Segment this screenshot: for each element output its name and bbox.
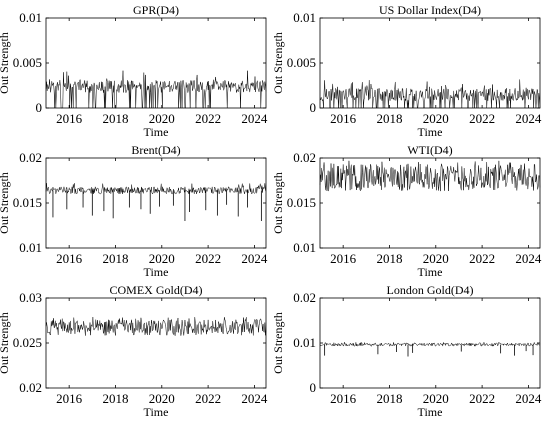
x-tick-label: 2016 — [56, 391, 83, 406]
y-tick-label: 0.03 — [19, 290, 42, 305]
plot-area — [45, 157, 267, 249]
chart-title: COMEX Gold(D4) — [110, 283, 203, 297]
x-tick-label: 2022 — [469, 111, 495, 126]
y-tick-label: 0.01 — [293, 240, 316, 255]
y-tick-label: 0.02 — [19, 380, 42, 395]
y-tick-label: 0.02 — [293, 290, 316, 305]
y-tick-label: 0.005 — [287, 55, 316, 70]
y-axis-label: Out Strength — [0, 172, 11, 234]
y-axis-label: Out Strength — [0, 32, 11, 94]
y-axis-label: Out Strength — [0, 312, 11, 374]
y-tick-label: 0.01 — [293, 335, 316, 350]
series-line — [45, 70, 267, 109]
x-tick-label: 2024 — [515, 251, 542, 266]
x-tick-label: 2016 — [330, 391, 357, 406]
y-tick-label: 0.025 — [13, 335, 42, 350]
chart-panel: 2016 2018 2020 2022 2024 0 0.005 0.01 US Dollar … — [271, 3, 542, 139]
x-axis-label: Time — [144, 405, 169, 419]
x-tick-label: 2022 — [469, 251, 495, 266]
x-tick-label: 2016 — [330, 111, 357, 126]
x-axis-label: Time — [418, 265, 443, 279]
x-tick-label: 2020 — [423, 391, 449, 406]
y-tick-label: 0 — [36, 100, 43, 115]
x-axis-label: Time — [144, 265, 169, 279]
plot-area — [45, 297, 267, 389]
chart-title: Brent(D4) — [131, 143, 180, 157]
chart-title: WTI(D4) — [407, 143, 452, 157]
x-tick-label: 2020 — [149, 251, 175, 266]
plot-area — [319, 297, 541, 389]
x-tick-label: 2024 — [515, 111, 542, 126]
x-tick-label: 2024 — [241, 391, 268, 406]
x-tick-label: 2024 — [241, 111, 268, 126]
x-tick-label: 2020 — [149, 391, 175, 406]
chart-panel: 2016 2018 2020 2022 2024 0 0.01 0.02 London Gold… — [271, 283, 542, 419]
y-tick-label: 0 — [310, 380, 317, 395]
chart-title: London Gold(D4) — [387, 283, 474, 297]
y-tick-label: 0.01 — [293, 10, 316, 25]
x-tick-label: 2018 — [376, 391, 402, 406]
series-line — [319, 79, 541, 109]
plot-area — [45, 17, 267, 109]
x-tick-label: 2022 — [195, 111, 221, 126]
x-tick-label: 2018 — [376, 111, 402, 126]
x-axis-label: Time — [418, 405, 443, 419]
series-line — [45, 183, 267, 195]
chart-title: US Dollar Index(D4) — [379, 3, 481, 17]
chart-panel: 2016 2018 2020 2022 2024 0.02 0.025 0.03 COMEX G… — [0, 283, 268, 419]
series-line — [319, 160, 541, 192]
x-tick-label: 2018 — [102, 111, 128, 126]
y-tick-label: 0.015 — [13, 195, 42, 210]
y-tick-label: 0.02 — [293, 150, 316, 165]
series-line — [319, 341, 541, 348]
y-axis-label: Out Strength — [271, 172, 285, 234]
x-axis-label: Time — [418, 125, 443, 139]
y-tick-label: 0.02 — [19, 150, 42, 165]
y-tick-label: 0.015 — [287, 195, 316, 210]
chart-panel: 2016 2018 2020 2022 2024 0.01 0.015 0.02 WTI(D4)… — [271, 143, 542, 279]
x-tick-label: 2016 — [56, 251, 83, 266]
x-tick-label: 2020 — [423, 251, 449, 266]
x-tick-label: 2018 — [102, 391, 128, 406]
chart-panel: 2016 2018 2020 2022 2024 0 0.005 0.01 GPR(D4) Tim… — [0, 3, 268, 139]
plot-area — [319, 17, 541, 109]
y-tick-label: 0.01 — [19, 240, 42, 255]
series-line — [45, 317, 267, 336]
chart-title: GPR(D4) — [133, 3, 179, 17]
x-axis-label: Time — [144, 125, 169, 139]
x-tick-label: 2020 — [149, 111, 175, 126]
x-tick-label: 2024 — [241, 251, 268, 266]
x-tick-label: 2022 — [469, 391, 495, 406]
y-tick-label: 0 — [310, 100, 317, 115]
x-tick-label: 2024 — [515, 391, 542, 406]
y-axis-label: Out Strength — [271, 312, 285, 374]
y-tick-label: 0.005 — [13, 55, 42, 70]
x-tick-label: 2022 — [195, 251, 221, 266]
y-tick-label: 0.01 — [19, 10, 42, 25]
x-tick-label: 2022 — [195, 391, 221, 406]
x-tick-label: 2016 — [330, 251, 357, 266]
x-tick-label: 2020 — [423, 111, 449, 126]
y-axis-label: Out Strength — [271, 32, 285, 94]
x-tick-label: 2018 — [376, 251, 402, 266]
x-tick-label: 2018 — [102, 251, 128, 266]
x-tick-label: 2016 — [56, 111, 83, 126]
chart-panel: 2016 2018 2020 2022 2024 0.01 0.015 0.02 Brent(D… — [0, 143, 268, 279]
